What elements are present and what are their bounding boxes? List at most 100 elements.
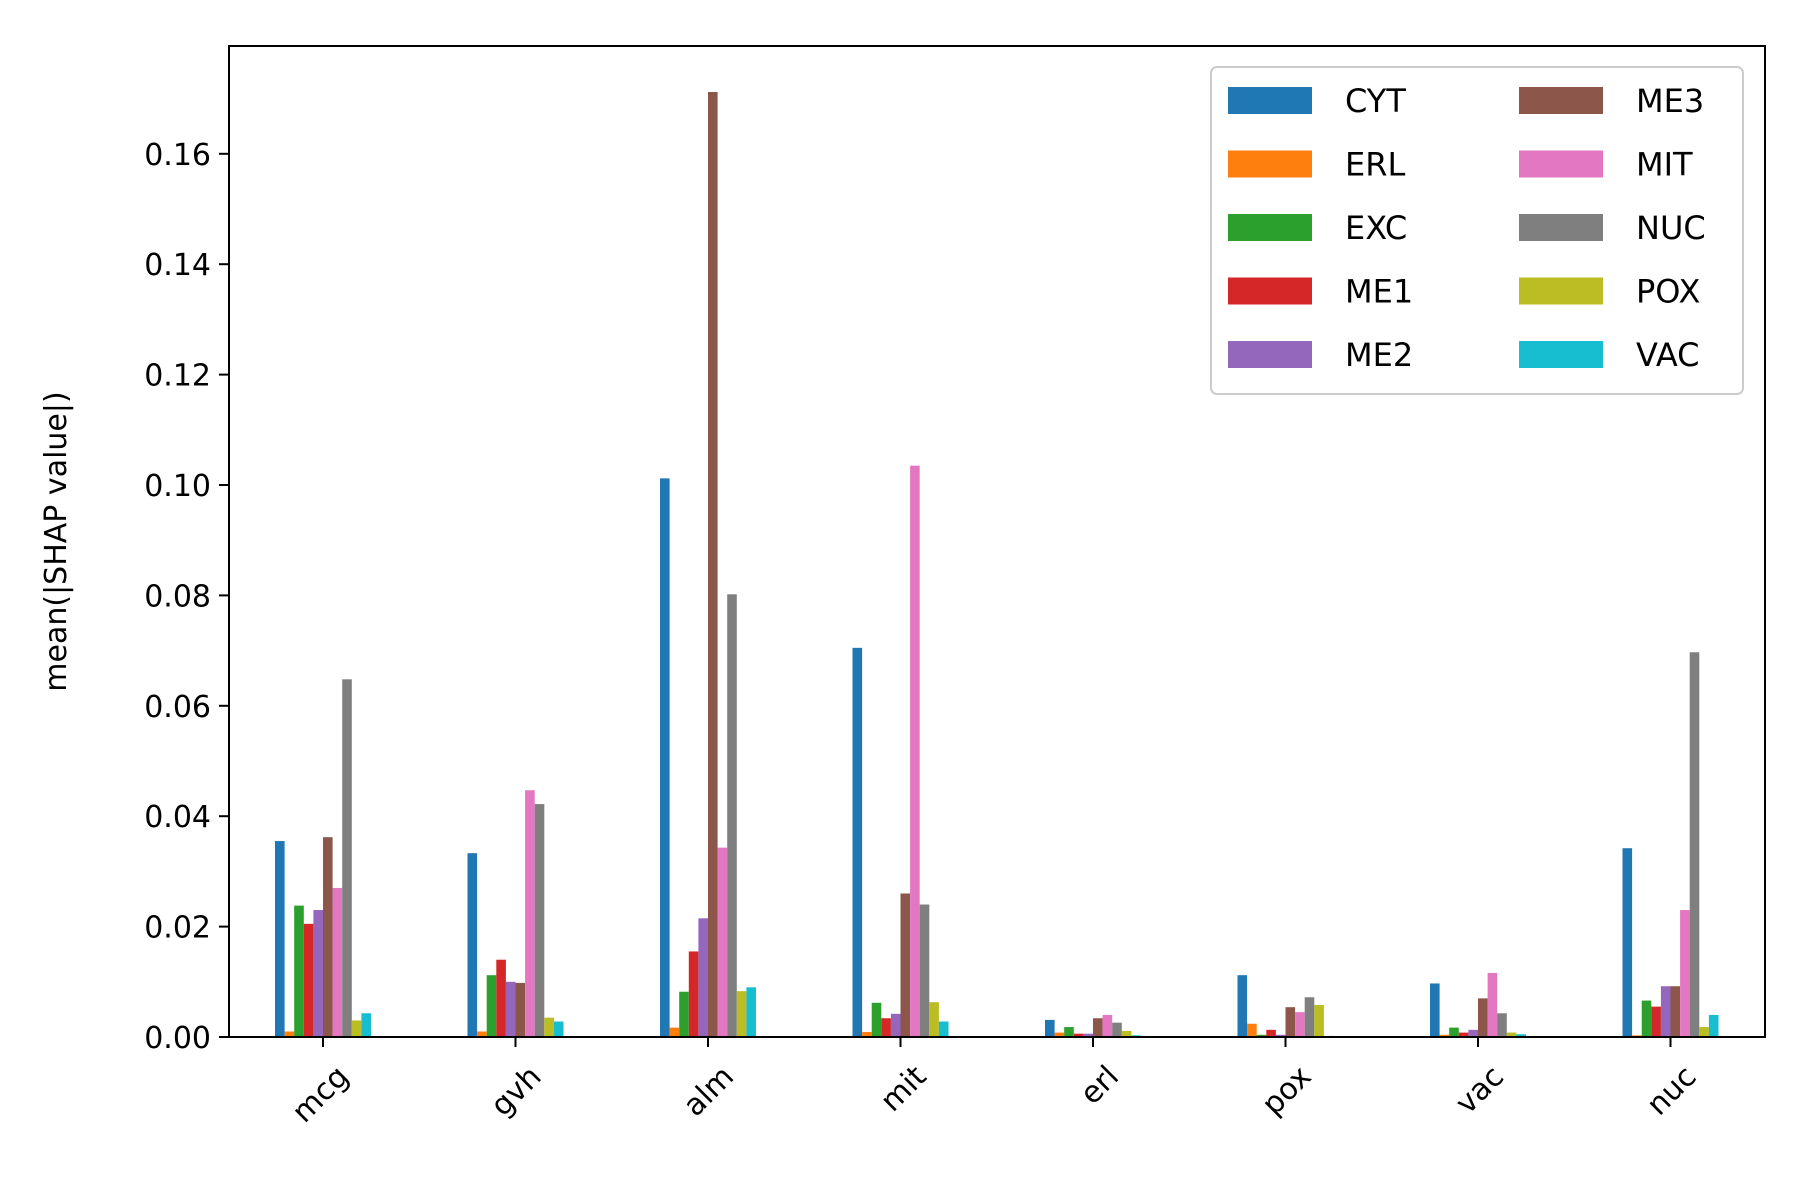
y-axis-label: mean(|SHAP value|) (39, 391, 74, 691)
bar-vac-mit (938, 1021, 949, 1037)
legend-label-vac: VAC (1636, 336, 1700, 374)
legend-label-exc: EXC (1345, 209, 1407, 247)
bar-me3-nuc (1670, 986, 1681, 1037)
y-tick-label: 0.00 (144, 1021, 211, 1056)
bar-cyt-vac (1430, 983, 1440, 1037)
bar-nuc-alm (727, 594, 737, 1037)
bar-cyt-erl (1045, 1019, 1055, 1037)
legend-swatch-pox (1519, 277, 1603, 305)
legend-swatch-me1 (1228, 277, 1312, 305)
bar-pox-gvh (544, 1017, 554, 1037)
bar-vac-alm (746, 987, 756, 1037)
y-tick-label: 0.04 (144, 800, 211, 835)
legend-swatch-cyt (1228, 87, 1312, 114)
y-tick-label: 0.02 (144, 911, 211, 946)
bar-mit-vac (1487, 972, 1498, 1037)
bar-erl-erl (1054, 1032, 1065, 1037)
bar-me3-mcg (323, 837, 333, 1037)
bar-nuc-mcg (342, 679, 352, 1037)
bar-me1-alm (688, 951, 699, 1037)
bar-me1-mit (881, 1018, 891, 1037)
bar-mit-mit (910, 465, 920, 1037)
legend-swatch-me2 (1228, 341, 1312, 368)
bar-me3-alm (708, 91, 718, 1038)
legend: CYT ERL EXC ME1 ME2 ME3 MIT NUC POX VAC (1210, 66, 1744, 395)
legend-swatch-me3 (1519, 87, 1603, 114)
bar-me1-gvh (496, 959, 506, 1037)
bar-mit-nuc (1680, 910, 1690, 1037)
bar-mit-pox (1295, 1012, 1305, 1037)
y-tick-label: 0.06 (144, 690, 211, 725)
bar-exc-erl (1064, 1027, 1074, 1037)
bar-pox-vac (1506, 1032, 1517, 1037)
legend-label-cyt: CYT (1345, 82, 1406, 120)
bar-erl-mit (862, 1032, 872, 1037)
bar-mit-alm (717, 847, 728, 1037)
bar-exc-mit (871, 1002, 882, 1037)
bar-cyt-pox (1237, 975, 1248, 1037)
bar-pox-erl (1121, 1030, 1132, 1037)
bar-pox-alm (736, 991, 747, 1037)
bar-me1-mcg (303, 923, 314, 1037)
bar-me2-alm (698, 918, 708, 1037)
legend-swatch-mit (1519, 150, 1603, 178)
bar-pox-pox (1314, 1004, 1324, 1037)
bar-erl-pox (1247, 1023, 1257, 1037)
legend-swatch-exc (1228, 214, 1312, 241)
bar-me1-vac (1458, 1032, 1469, 1037)
bar-nuc-nuc (1689, 652, 1700, 1037)
bar-pox-mcg (351, 1020, 362, 1037)
bar-me2-gvh (505, 981, 516, 1037)
bar-nuc-vac (1497, 1013, 1507, 1037)
bar-nuc-erl (1112, 1022, 1122, 1037)
y-tick-label: 0.14 (144, 248, 211, 283)
bar-mit-mcg (332, 887, 343, 1037)
y-tick-label: 0.16 (144, 138, 211, 173)
bar-me2-mcg (313, 910, 323, 1037)
bar-me2-nuc (1660, 986, 1671, 1037)
bar-cyt-alm (660, 478, 670, 1037)
y-tick-label: 0.10 (144, 469, 211, 504)
bar-nuc-gvh (534, 804, 545, 1037)
legend-label-me2: ME2 (1345, 336, 1413, 374)
bar-me2-pox (1275, 1034, 1286, 1037)
bars-layer (275, 91, 1719, 1038)
bar-me3-gvh (515, 982, 526, 1037)
bar-vac-nuc (1708, 1014, 1719, 1037)
legend-label-me3: ME3 (1636, 82, 1704, 120)
bar-exc-vac (1449, 1027, 1459, 1037)
y-axis: 0.00 0.02 0.04 0.06 0.08 0.10 0.12 0.14 0.16 (144, 138, 229, 1056)
bar-nuc-mit (919, 904, 930, 1037)
bar-exc-nuc (1641, 1000, 1652, 1037)
bar-mit-gvh (525, 790, 535, 1037)
bar-exc-pox (1256, 1034, 1267, 1037)
bar-exc-mcg (294, 905, 304, 1037)
legend-swatch-nuc (1519, 214, 1603, 241)
legend-label-pox: POX (1636, 273, 1700, 311)
bar-me3-mit (900, 893, 911, 1037)
bar-vac-vac (1516, 1034, 1526, 1037)
bar-me1-pox (1266, 1029, 1276, 1037)
legend-label-mit: MIT (1636, 146, 1693, 184)
bar-cyt-gvh (467, 853, 478, 1037)
bar-erl-alm (669, 1027, 680, 1037)
bar-me2-vac (1468, 1029, 1478, 1037)
legend-swatch-erl (1228, 150, 1312, 178)
bar-vac-mcg (361, 1013, 371, 1037)
bar-me1-nuc (1651, 1006, 1661, 1037)
legend-label-me1: ME1 (1345, 273, 1413, 311)
bar-me3-vac (1478, 998, 1488, 1037)
y-tick-label: 0.08 (144, 579, 211, 614)
bar-me2-erl (1083, 1033, 1093, 1037)
legend-swatch-vac (1519, 341, 1603, 368)
bar-exc-gvh (486, 975, 497, 1037)
bar-me2-mit (890, 1013, 901, 1037)
legend-frame (1210, 66, 1744, 395)
bar-me3-pox (1285, 1007, 1296, 1037)
plot-frame (228, 45, 1766, 1038)
bar-erl-gvh (477, 1031, 487, 1037)
bar-exc-alm (679, 991, 689, 1037)
y-tick-label: 0.12 (144, 359, 211, 394)
legend-label-nuc: NUC (1636, 209, 1706, 247)
bar-me3-erl (1093, 1018, 1103, 1037)
